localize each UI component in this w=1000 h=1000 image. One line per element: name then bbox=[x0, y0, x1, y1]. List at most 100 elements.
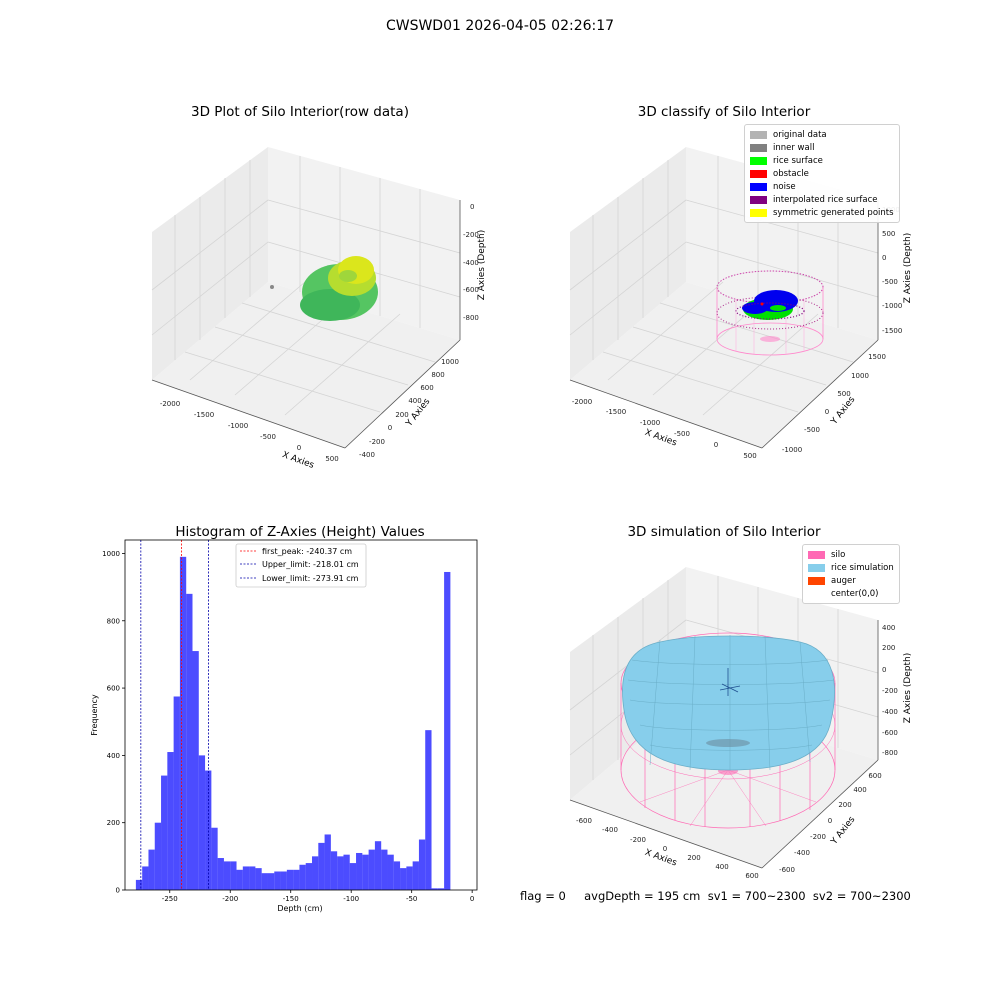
histogram-bar bbox=[230, 861, 237, 890]
classify-z-tick: -1500 bbox=[882, 327, 902, 335]
histogram-bar bbox=[374, 841, 382, 890]
raw-x-axis-label: X Axies bbox=[281, 450, 316, 471]
simulation-z-tick: -800 bbox=[882, 749, 898, 757]
raw-plot-title: 3D Plot of Silo Interior(row data) bbox=[191, 104, 409, 120]
classify-z-axis-label: Z Axies (Depth) bbox=[903, 233, 913, 304]
raw-y-tick: 800 bbox=[431, 371, 444, 379]
histogram-bar bbox=[368, 849, 375, 890]
classify-y-tick: -1000 bbox=[782, 446, 802, 454]
legend-label: noise bbox=[773, 181, 796, 192]
simulation-z-tick: -400 bbox=[882, 708, 898, 716]
histogram-bar bbox=[286, 869, 294, 890]
histogram-bar bbox=[198, 755, 206, 890]
histogram-bar bbox=[381, 849, 388, 890]
histogram-x-tick-label: -100 bbox=[343, 895, 359, 903]
histogram-bar bbox=[205, 770, 212, 890]
simulation-tick-labels: -600 -400 -200 0 200 400 600 -600 -400 -… bbox=[576, 624, 898, 880]
rice-simulation-surface bbox=[622, 635, 835, 771]
histogram-bar bbox=[161, 775, 168, 890]
classify-z-tick: -1000 bbox=[882, 302, 902, 310]
classify-x-tick: -2000 bbox=[572, 398, 592, 406]
histogram-bar bbox=[406, 866, 413, 890]
simulation-y-tick: 200 bbox=[838, 801, 851, 809]
histogram-y-tick-label: 1000 bbox=[102, 550, 120, 558]
histogram-bar bbox=[154, 822, 162, 890]
histogram-bar bbox=[356, 852, 363, 890]
simulation-z-tick: 200 bbox=[882, 644, 895, 652]
legend-label: original data bbox=[773, 129, 827, 140]
histogram-bar bbox=[267, 873, 275, 890]
histogram-bar bbox=[142, 866, 149, 890]
classify-axis-panes bbox=[570, 147, 878, 448]
histogram-bar bbox=[418, 839, 426, 890]
histogram-bar bbox=[444, 571, 451, 890]
histogram-bar bbox=[293, 869, 300, 890]
raw-y-tick: 1000 bbox=[441, 358, 459, 366]
simulation-y-tick: 0 bbox=[828, 817, 832, 825]
classify-y-tick: 1000 bbox=[851, 372, 869, 380]
raw-z-tick: 0 bbox=[470, 203, 474, 211]
raw-z-axis-label: Z Axies (Depth) bbox=[477, 230, 487, 301]
classify-x-tick: -1000 bbox=[640, 419, 660, 427]
histogram-bar bbox=[167, 752, 174, 890]
histogram-y-tick-label: 600 bbox=[107, 685, 120, 693]
legend-item: obstacle bbox=[750, 167, 894, 180]
legend-label: rice simulation bbox=[831, 562, 894, 573]
histogram-bars bbox=[135, 556, 451, 890]
raw-y-tick: 400 bbox=[408, 397, 421, 405]
raw-z-tick: -400 bbox=[463, 259, 479, 267]
simulation-y-tick: -600 bbox=[779, 866, 795, 874]
auger bbox=[719, 668, 741, 696]
simulation-3d-plot: X Axies Y Axies Z Axies (Depth) -600 -40… bbox=[569, 567, 913, 880]
legend-first-peak: first_peak: -240.37 cm bbox=[262, 547, 352, 556]
legend-item: rice surface bbox=[750, 154, 894, 167]
histogram-bar bbox=[173, 696, 180, 890]
simulation-axis-lines bbox=[569, 620, 879, 869]
histogram-x-tick-label: -50 bbox=[406, 895, 417, 903]
legend-swatch bbox=[750, 169, 767, 178]
simulation-z-tick: 400 bbox=[882, 624, 895, 632]
raw-z-tick: -800 bbox=[463, 314, 479, 322]
raw-axis-lines bbox=[151, 200, 461, 449]
histogram-bar bbox=[437, 888, 445, 890]
legend-item: original data bbox=[750, 128, 894, 141]
raw-x-tick: -1000 bbox=[228, 422, 248, 430]
histogram-bar bbox=[249, 866, 256, 890]
simulation-y-tick: 600 bbox=[868, 772, 881, 780]
simulation-y-tick: -200 bbox=[810, 833, 826, 841]
classify-x-tick: 500 bbox=[743, 452, 756, 460]
legend-swatch bbox=[750, 143, 767, 152]
raw-x-tick: -500 bbox=[260, 433, 276, 441]
simulation-x-tick: -200 bbox=[630, 836, 646, 844]
histogram-bar bbox=[135, 879, 143, 890]
histogram-bar bbox=[343, 854, 350, 890]
legend-label: center(0,0) bbox=[831, 588, 879, 599]
histogram-reference-lines bbox=[140, 540, 209, 890]
histogram-bar bbox=[192, 651, 199, 890]
legend-item: auger bbox=[808, 574, 894, 587]
histogram-y-tick-label: 400 bbox=[107, 752, 120, 760]
legend-item: center(0,0) bbox=[808, 587, 894, 600]
raw-y-tick: -200 bbox=[369, 438, 385, 446]
legend-item: symmetric generated points bbox=[750, 206, 894, 219]
classify-tick-labels: -2000 -1500 -1000 -500 0 500 -1000 -500 … bbox=[572, 206, 903, 460]
histogram-x-axis-label: Depth (cm) bbox=[277, 904, 322, 913]
raw-y-tick: -400 bbox=[359, 451, 375, 459]
histogram-bar bbox=[217, 858, 224, 890]
raw-y-tick: 200 bbox=[395, 411, 408, 419]
legend-item: noise bbox=[750, 180, 894, 193]
classify-x-tick: -500 bbox=[674, 430, 690, 438]
raw-tick-labels: -2000 -1500 -1000 -500 0 500 -400 -200 0… bbox=[160, 203, 479, 463]
histogram-ticks: -250 -200 -150 -100 -50 0 0 200 400 600 800 1000 bbox=[102, 550, 474, 903]
histogram-bar bbox=[362, 854, 369, 890]
raw-x-tick: 500 bbox=[325, 455, 338, 463]
legend-swatch bbox=[750, 195, 767, 204]
simulation-y-tick: 400 bbox=[853, 786, 866, 794]
histogram-bar bbox=[261, 873, 268, 890]
simulation-y-axis-label: Y Axies bbox=[829, 815, 858, 848]
histogram-bar bbox=[318, 842, 325, 890]
legend-label: silo bbox=[831, 549, 846, 560]
histogram-bar bbox=[274, 871, 281, 890]
legend-swatch bbox=[750, 130, 767, 139]
classify-y-tick: 0 bbox=[825, 408, 829, 416]
